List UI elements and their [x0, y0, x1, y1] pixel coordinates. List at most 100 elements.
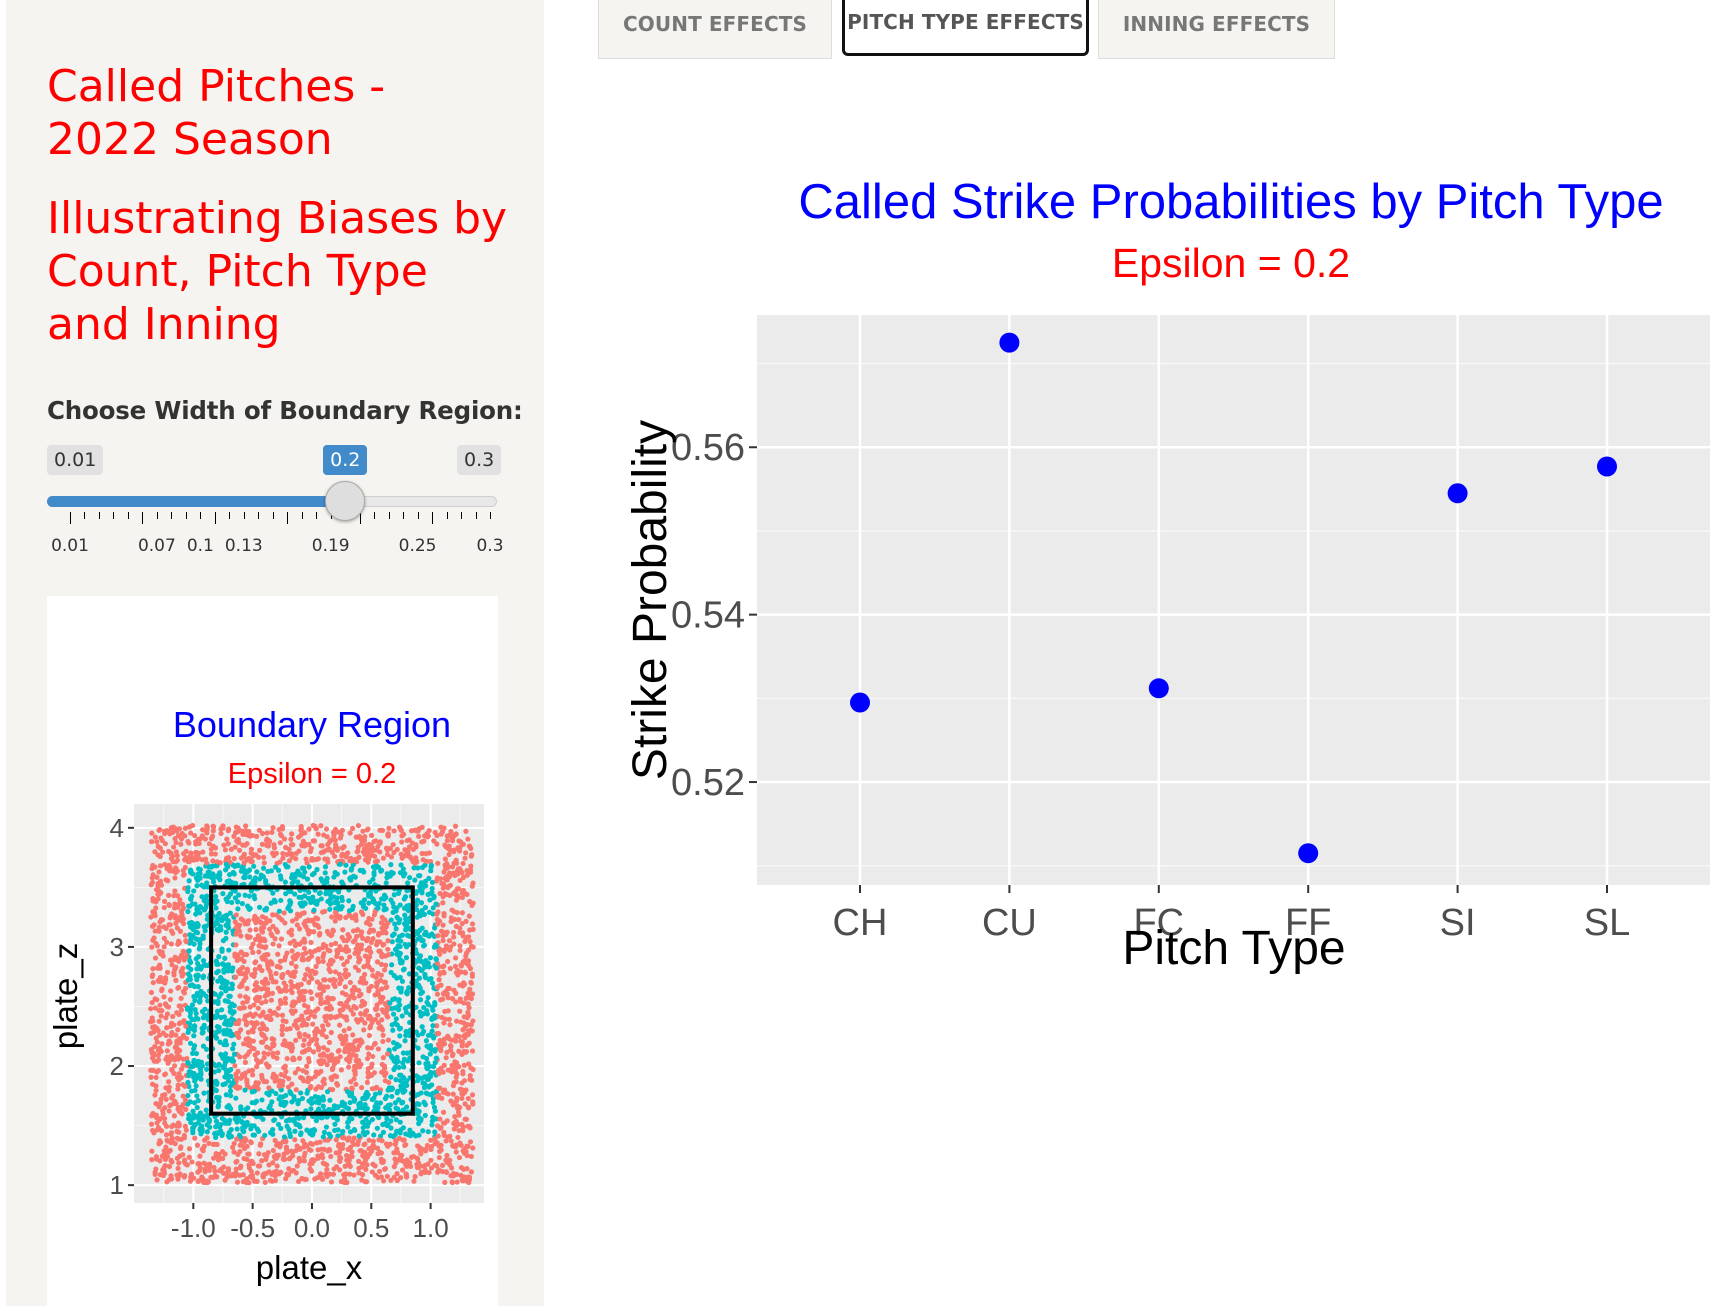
pitch-point	[358, 1003, 364, 1009]
pitch-point	[457, 1086, 463, 1092]
pitch-point	[362, 953, 368, 959]
pitch-point	[380, 1129, 387, 1135]
pitch-point	[235, 906, 241, 912]
pitch-point	[311, 929, 317, 935]
pitch-point	[422, 1102, 428, 1108]
pitch-point	[259, 1000, 265, 1006]
pitch-point	[328, 1153, 334, 1160]
pitch-point	[445, 985, 451, 992]
pitch-point	[270, 825, 276, 831]
pitch-point	[402, 1088, 408, 1094]
tab-pitch-type-effects[interactable]: PITCH TYPE EFFECTS	[842, 0, 1089, 56]
pitch-point	[308, 1076, 314, 1082]
pitch-point	[264, 830, 270, 836]
pitch-point	[180, 1019, 187, 1025]
pitch-point	[353, 917, 359, 923]
pitch-point	[276, 908, 282, 914]
pitch-point	[214, 961, 220, 967]
pitch-point	[175, 893, 181, 899]
pitch-point	[362, 1102, 368, 1108]
pitch-point	[297, 1055, 303, 1061]
pitch-point	[305, 1079, 311, 1085]
pitch-point	[233, 912, 239, 918]
pitch-point	[426, 909, 433, 915]
pitch-point	[308, 1140, 314, 1146]
pitch-point	[419, 880, 425, 887]
pitch-point	[173, 859, 179, 865]
pitch-point	[384, 1173, 390, 1179]
pitch-point	[450, 1091, 456, 1097]
pitch-point	[467, 938, 473, 945]
pitch-point	[281, 1134, 288, 1140]
strike-probability-chart: Called Strike Probabilities by Pitch Typ…	[624, 180, 1710, 975]
pitch-point	[373, 838, 379, 844]
pitch-point	[334, 871, 340, 877]
pitch-point	[267, 1103, 273, 1109]
pitch-point	[282, 1156, 288, 1162]
pitch-point	[194, 1104, 200, 1111]
pitch-point	[191, 941, 197, 947]
pitch-point	[347, 875, 353, 882]
pitch-point	[216, 954, 222, 960]
x-tick-label: SI	[1440, 902, 1476, 944]
pitch-point	[262, 1132, 268, 1139]
pitch-point	[149, 1127, 156, 1134]
pitch-point	[353, 1057, 359, 1064]
pitch-point	[394, 1177, 400, 1184]
slider-tick	[374, 512, 376, 519]
pitch-point	[164, 939, 170, 945]
pitch-point	[349, 1153, 355, 1160]
pitch-point	[330, 1171, 337, 1177]
pitch-point	[176, 958, 182, 964]
pitch-point	[204, 1178, 210, 1184]
pitch-point	[329, 932, 335, 938]
tab-inning-effects[interactable]: INNING EFFECTS	[1098, 0, 1335, 59]
pitch-point	[153, 886, 160, 893]
pitch-point	[306, 918, 312, 924]
pitch-point	[191, 888, 197, 894]
pitch-point	[324, 1166, 330, 1173]
pitch-point	[161, 994, 167, 1000]
pitch-point	[182, 932, 188, 938]
pitch-point	[238, 956, 245, 962]
pitch-point	[210, 1141, 216, 1147]
pitch-point	[328, 1052, 335, 1058]
pitch-point	[166, 1084, 172, 1090]
pitch-point	[229, 1031, 235, 1037]
pitch-point	[347, 1129, 354, 1135]
pitch-point	[404, 837, 410, 844]
pitch-point	[204, 893, 210, 899]
pitch-point	[234, 957, 240, 963]
pitch-point	[311, 907, 317, 913]
pitch-point	[152, 1092, 158, 1098]
pitch-point	[159, 1041, 165, 1047]
pitch-point	[265, 980, 271, 986]
pitch-point	[468, 1169, 475, 1175]
pitch-point	[381, 967, 388, 973]
pitch-point	[308, 939, 314, 946]
pitch-point	[193, 839, 199, 845]
pitch-point	[207, 1163, 213, 1170]
pitch-point	[429, 1028, 435, 1034]
pitch-point	[233, 1095, 239, 1101]
pitch-point	[337, 1154, 343, 1160]
pitch-point	[364, 1162, 370, 1168]
pitch-point	[265, 868, 271, 875]
pitch-point	[463, 918, 469, 924]
pitch-point	[422, 878, 429, 884]
pitch-point	[173, 977, 179, 983]
pitch-point	[182, 864, 188, 871]
pitch-point	[148, 1074, 154, 1080]
pitch-point	[245, 935, 251, 941]
pitch-point	[381, 896, 387, 902]
pitch-point	[429, 1118, 435, 1124]
tab-count-effects[interactable]: COUNT EFFECTS	[598, 0, 832, 59]
pitch-point	[165, 1041, 171, 1047]
pitch-point	[339, 827, 345, 834]
pitch-point	[236, 1017, 242, 1024]
pitch-point	[227, 1117, 233, 1123]
pitch-point	[293, 1037, 299, 1043]
pitch-point	[397, 1077, 403, 1084]
slider-handle[interactable]	[325, 481, 366, 521]
pitch-point	[168, 1157, 174, 1163]
